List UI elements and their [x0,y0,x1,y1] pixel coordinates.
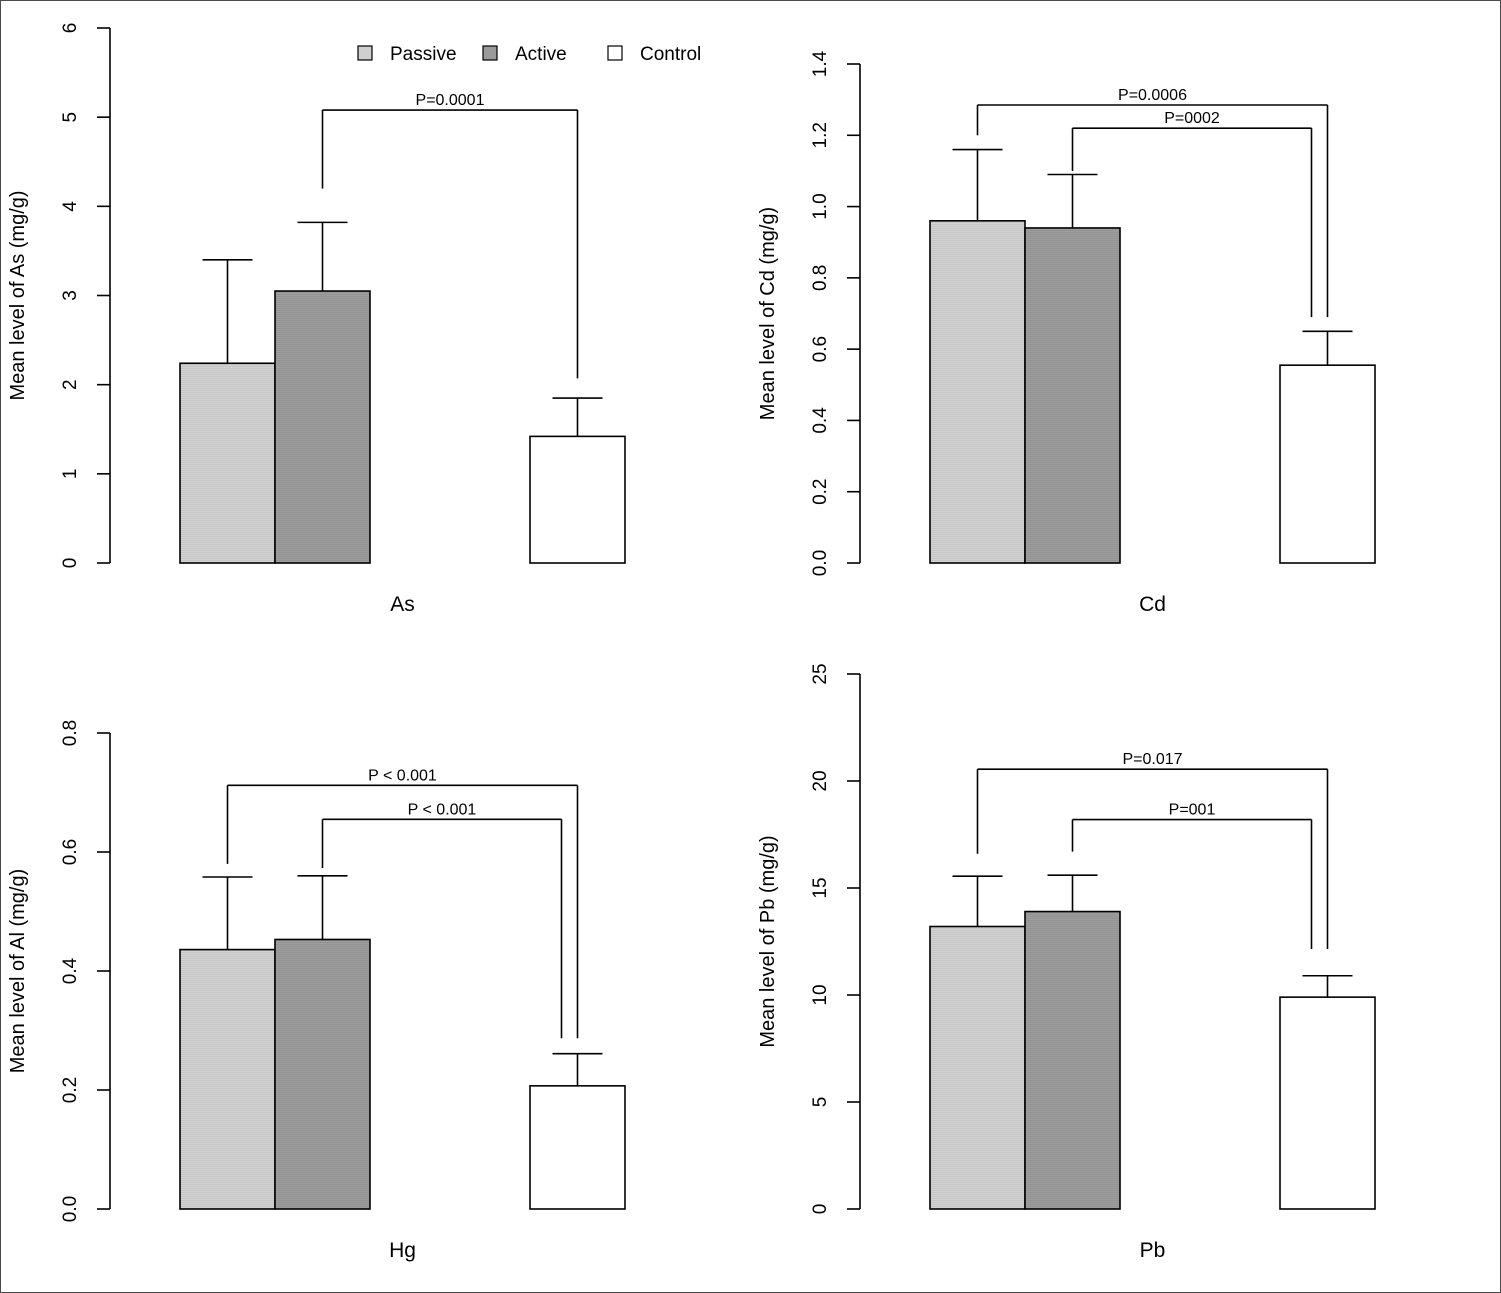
significance-bracket: P < 0.001 [321,801,563,1039]
bar-passive [179,948,276,1210]
significance-bracket: P=0.0001 [321,92,579,379]
y-tick-label: 4 [60,201,81,212]
bar-active [274,938,371,1210]
x-axis-label: As [390,593,415,616]
y-tick-label: 25 [810,663,831,684]
p-value-label: P=0002 [1164,110,1220,127]
y-tick-label: 0.4 [810,407,831,434]
y-tick-label: 15 [810,877,831,898]
x-axis-label: Hg [389,1239,416,1262]
y-tick-label: 0 [60,558,81,569]
significance-bracket: P=0.0006 [976,87,1329,318]
y-tick-label: 5 [60,112,81,123]
chart-panel-hg: 0.0 0.2 0.4 0.6 0.8 Mean level of Al (mg/g) Hg… [7,720,626,1262]
bar-passive [929,220,1026,564]
bar-active [1024,227,1121,564]
y-tick-label: 6 [60,23,81,34]
bar-passive [179,362,276,564]
bar-active [274,290,371,564]
x-axis-label: Pb [1140,1239,1166,1262]
y-axis-label: Mean level of Cd (mg/g) [757,207,779,420]
legend-label-active: Active [515,44,567,65]
y-tick-label: 0.2 [60,1077,81,1103]
y-tick-label: 3 [60,290,81,301]
y-tick-label: 0.8 [810,265,831,291]
y-tick-label: 1.2 [810,122,831,148]
p-value-label: P=001 [1169,802,1216,819]
legend-label-passive: Passive [390,44,457,65]
p-value-label: P=0.017 [1122,751,1182,768]
y-axis-label: Mean level of As (mg/g) [7,190,29,400]
y-tick-label: 1 [60,469,81,480]
legend: Passive Active Control [357,44,701,65]
y-tick-label: 0.6 [810,336,831,362]
bar-control [1279,996,1376,1210]
y-tick-label: 5 [810,1097,831,1108]
y-tick-label: 1.0 [810,193,831,219]
legend-swatch-control [607,45,623,61]
legend-label-control: Control [640,44,701,65]
chart-panel-pb: 0 5 10 15 20 25 Mean level of Pb (mg/g) Pb P=0.0… [757,663,1376,1262]
p-value-label: P < 0.001 [408,801,477,818]
bar-control [529,435,626,564]
y-tick-label: 1.4 [810,50,831,77]
y-tick-label: 0.2 [810,479,831,505]
y-tick-label: 2 [60,379,81,390]
y-tick-label: 0.4 [60,957,81,984]
bar-active [1024,910,1121,1210]
bar-passive [929,925,1026,1210]
bar-control [1279,364,1376,564]
chart-panel-as: 0 1 2 3 4 5 6 Mean level of As (mg/g) As P=0.0001 [7,23,626,616]
legend-swatch-active [482,45,498,61]
y-tick-label: 0.8 [60,720,81,746]
significance-bracket: P=001 [1071,802,1313,949]
y-tick-label: 20 [810,770,831,791]
significance-bracket: P=0.017 [976,751,1329,949]
y-tick-label: 0.0 [60,1196,81,1222]
legend-swatch-passive [357,45,373,61]
p-value-label: P=0.0006 [1118,87,1187,104]
y-tick-label: 10 [810,984,831,1005]
p-value-label: P=0.0001 [416,92,485,109]
y-tick-label: 0.6 [60,839,81,865]
y-axis-label: Mean level of Al (mg/g) [7,869,29,1074]
y-axis-label: Mean level of Pb (mg/g) [757,835,779,1047]
significance-bracket: P=0002 [1071,110,1313,318]
chart-panel-cd: 0.0 0.2 0.4 0.6 0.8 1.0 1.2 1.4 Mean level of Cd… [757,50,1376,616]
significance-bracket: P < 0.001 [226,767,579,1039]
x-axis-label: Cd [1139,593,1166,616]
bar-control [529,1085,626,1210]
p-value-label: P < 0.001 [368,767,437,784]
y-tick-label: 0 [810,1204,831,1215]
y-tick-label: 0.0 [810,550,831,576]
